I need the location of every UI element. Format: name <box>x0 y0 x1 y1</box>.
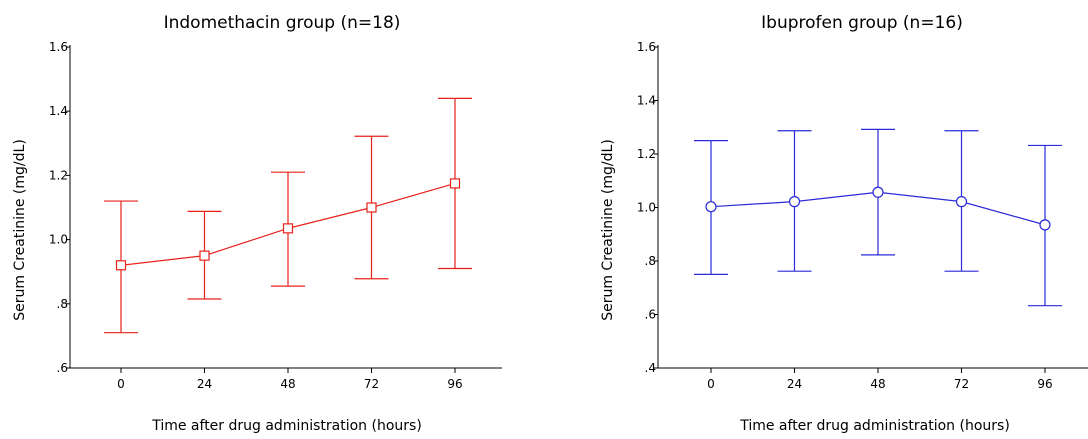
ibuprofen-plot-area: .4 .6 .8 1.0 1.2 1.4 1.6 0 24 48 72 96 <box>637 40 1088 391</box>
indomethacin-x-tick-label: 24 <box>197 377 212 391</box>
ibuprofen-data-point <box>788 196 801 208</box>
indomethacin-x-tick-label: 96 <box>447 377 462 391</box>
indomethacin-data-point <box>199 250 210 261</box>
indomethacin-y-axis-label: Serum Creatinine (mg/dL) <box>12 139 28 321</box>
ibuprofen-chart: Ibuprofen group (n=16) Time after drug a… <box>600 13 1088 434</box>
ibuprofen-data-point <box>872 186 884 198</box>
ibuprofen-y-tick-label: 1.0 <box>637 201 656 215</box>
ibuprofen-x-tick-label: 96 <box>1037 377 1052 391</box>
ibuprofen-x-tick-label: 0 <box>707 377 715 391</box>
indomethacin-chart: Indomethacin group (n=18) Time after dru… <box>12 13 502 434</box>
ibuprofen-chart-title: Ibuprofen group (n=16) <box>761 13 963 33</box>
ibuprofen-y-tick-label: .8 <box>645 254 656 268</box>
ibuprofen-data-point <box>955 196 968 208</box>
indomethacin-plot-area: .6 .8 1.0 1.2 1.4 1.6 0 24 48 72 96 <box>49 40 502 391</box>
indomethacin-data-point <box>115 260 127 271</box>
indomethacin-data-point <box>282 223 294 234</box>
ibuprofen-x-axis-label: Time after drug administration (hours) <box>739 418 1010 434</box>
indomethacin-data-point <box>366 202 377 213</box>
ibuprofen-y-tick-label: 1.2 <box>637 147 656 161</box>
ibuprofen-y-tick-label: .4 <box>645 361 656 375</box>
ibuprofen-data-point <box>1039 219 1051 231</box>
indomethacin-y-tick-label: 1.6 <box>49 40 68 54</box>
indomethacin-y-tick-label: 1.0 <box>49 233 68 247</box>
indomethacin-x-axis-label: Time after drug administration (hours) <box>151 418 422 434</box>
indomethacin-x-tick-label: 0 <box>117 377 125 391</box>
ibuprofen-data-point <box>705 201 717 213</box>
indomethacin-x-tick-label: 72 <box>364 377 379 391</box>
ibuprofen-x-tick-label: 48 <box>870 377 885 391</box>
indomethacin-y-tick-label: 1.2 <box>49 168 68 182</box>
ibuprofen-y-tick-label: 1.4 <box>637 94 656 108</box>
ibuprofen-x-tick-label: 24 <box>787 377 802 391</box>
indomethacin-chart-title: Indomethacin group (n=18) <box>164 13 401 33</box>
indomethacin-x-tick-label: 48 <box>280 377 295 391</box>
ibuprofen-y-tick-label: .6 <box>645 308 656 322</box>
indomethacin-y-tick-label: 1.4 <box>49 104 68 118</box>
indomethacin-y-tick-label: .6 <box>57 361 68 375</box>
ibuprofen-y-axis-label: Serum Creatinine (mg/dL) <box>600 139 616 321</box>
indomethacin-y-tick-label: .8 <box>57 297 68 311</box>
ibuprofen-x-tick-label: 72 <box>954 377 969 391</box>
indomethacin-data-point <box>449 178 461 189</box>
ibuprofen-y-tick-label: 1.6 <box>637 40 656 54</box>
